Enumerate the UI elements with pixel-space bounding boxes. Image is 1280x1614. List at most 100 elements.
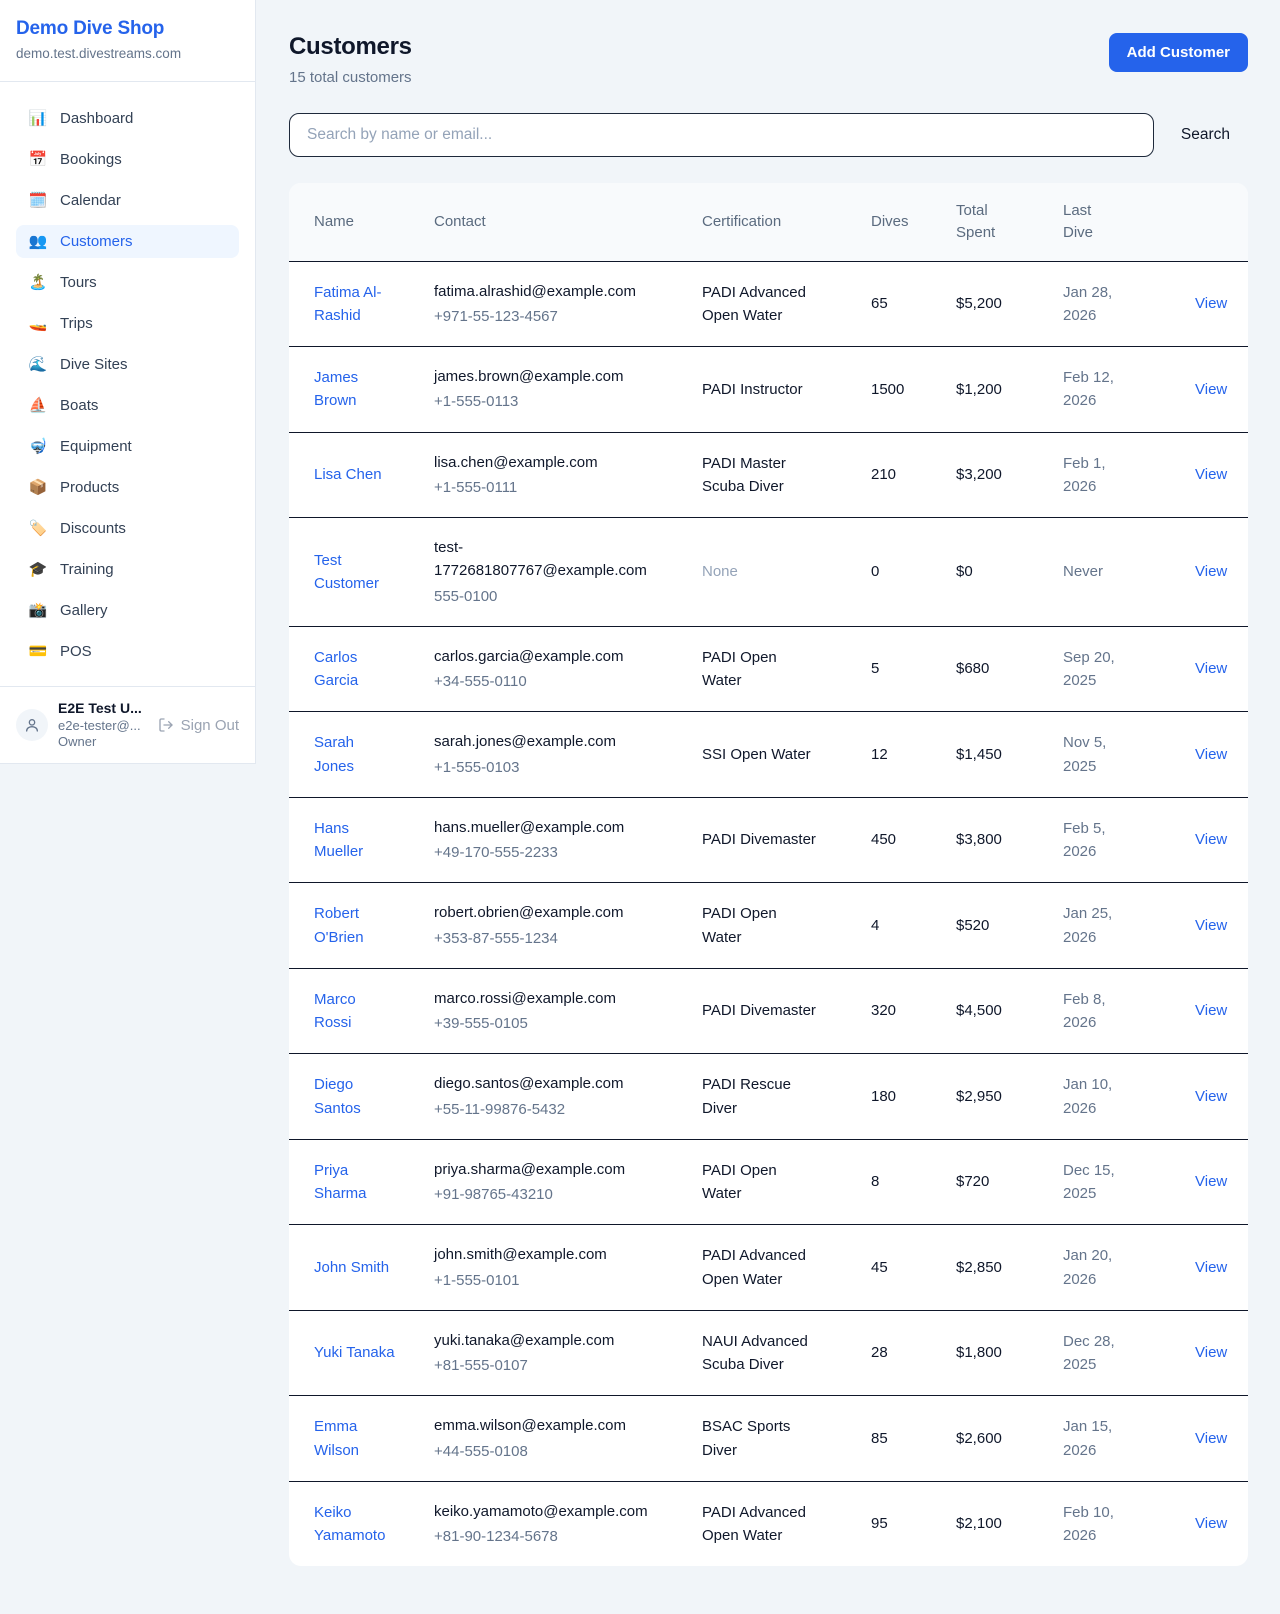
sidebar-item-tours[interactable]: 🏝️ Tours (16, 266, 239, 299)
user-role: Owner (58, 733, 97, 749)
person-icon (26, 719, 38, 732)
customer-contact-cell: john.smith@example.com +1-555-0101 (434, 1224, 702, 1311)
customer-name-cell: Marco Rossi (289, 968, 434, 1055)
logout-icon (158, 718, 173, 732)
customer-name-link[interactable]: John Smith (314, 1258, 390, 1276)
page-header-text: Customers 15 total customers (289, 33, 412, 86)
view-customer-link[interactable]: View (1195, 660, 1228, 678)
customer-name-link[interactable]: Diego Santos (314, 1076, 361, 1117)
customer-count: 15 total customers (289, 69, 412, 86)
customer-name-cell: Keiko Yamamoto (289, 1481, 434, 1566)
customer-dives-cell: 0 (871, 517, 956, 627)
sidebar-item-pos[interactable]: 💳 POS (16, 635, 239, 668)
customer-name-link[interactable]: Keiko Yamamoto (314, 1503, 386, 1544)
customer-name-link[interactable]: Robert O'Brien (314, 905, 364, 946)
view-customer-link[interactable]: View (1195, 466, 1228, 484)
customer-name-link[interactable]: Lisa Chen (314, 466, 382, 484)
customer-name-link[interactable]: James Brown (314, 369, 359, 410)
view-customer-link[interactable]: View (1195, 1429, 1228, 1447)
customer-last-dive-cell: Jan 25, 2026 (1063, 882, 1170, 969)
view-customer-link[interactable]: View (1195, 1002, 1228, 1020)
customer-view-cell: View (1170, 261, 1248, 347)
customer-email: john.smith@example.com (434, 1246, 607, 1264)
island-icon: 🏝️ (28, 274, 48, 291)
search-button[interactable]: Search (1181, 126, 1248, 144)
sidebar-item-boats[interactable]: ⛵ Boats (16, 389, 239, 422)
customer-name-link[interactable]: Hans Mueller (314, 819, 364, 860)
customer-name-link[interactable]: Fatima Al-Rashid (314, 283, 382, 324)
sidebar-item-customers[interactable]: 👥 Customers (16, 225, 239, 258)
sidebar-item-equipment[interactable]: 🤿 Equipment (16, 430, 239, 463)
search-input[interactable] (289, 113, 1154, 157)
view-customer-link[interactable]: View (1195, 916, 1228, 934)
customer-dives-cell: 45 (871, 1224, 956, 1311)
sidebar-item-products[interactable]: 📦 Products (16, 471, 239, 504)
view-customer-link[interactable]: View (1195, 1087, 1228, 1105)
view-customer-link[interactable]: View (1195, 1344, 1228, 1362)
customer-email: hans.mueller@example.com (434, 818, 625, 836)
sidebar-item-bookings[interactable]: 📅 Bookings (16, 143, 239, 176)
view-customer-link[interactable]: View (1195, 745, 1228, 763)
view-customer-link[interactable]: View (1195, 831, 1228, 849)
customer-phone: +91-98765-43210 (434, 1186, 553, 1203)
shop-name: Demo Dive Shop (16, 18, 165, 39)
customer-total-spent-cell: $2,950 (956, 1053, 1063, 1140)
customer-certification-cell: PADI Divemaster (702, 968, 871, 1055)
customer-certification-cell: PADI Advanced Open Water (702, 261, 871, 347)
sidebar-item-label: Dive Sites (60, 356, 128, 373)
sidebar-nav: 📊 Dashboard 📅 Bookings 🗓️ Calendar 👥 Customers 🏝… (0, 81, 255, 686)
customer-total-spent-cell: $4,500 (956, 968, 1063, 1055)
sidebar-item-discounts[interactable]: 🏷️ Discounts (16, 512, 239, 545)
customer-name-link[interactable]: Marco Rossi (314, 990, 356, 1031)
customer-contact-cell: test-1772681807767@example.com 555-0100 (434, 517, 702, 627)
customer-email: diego.santos@example.com (434, 1075, 624, 1093)
sidebar-item-dashboard[interactable]: 📊 Dashboard (16, 102, 239, 135)
customer-contact-cell: james.brown@example.com +1-555-0113 (434, 346, 702, 433)
customer-contact-cell: lisa.chen@example.com +1-555-0111 (434, 432, 702, 518)
sidebar-item-gallery[interactable]: 📸 Gallery (16, 594, 239, 627)
view-customer-link[interactable]: View (1195, 295, 1228, 313)
view-customer-link[interactable]: View (1195, 1258, 1228, 1276)
customer-contact-cell: robert.obrien@example.com +353-87-555-123… (434, 882, 702, 969)
view-customer-link[interactable]: View (1195, 1515, 1228, 1533)
customer-name-link[interactable]: Test Customer (314, 551, 380, 592)
bar-chart-icon: 📊 (28, 110, 48, 127)
customer-certification-cell: PADI Rescue Diver (702, 1053, 871, 1140)
sidebar-item-calendar[interactable]: 🗓️ Calendar (16, 184, 239, 217)
customer-contact-cell: emma.wilson@example.com +44-555-0108 (434, 1395, 702, 1482)
customer-contact-cell: marco.rossi@example.com +39-555-0105 (434, 968, 702, 1055)
customer-name-cell: Yuki Tanaka (289, 1310, 434, 1397)
customer-name-link[interactable]: Yuki Tanaka (314, 1344, 395, 1362)
customer-total-spent-cell: $1,450 (956, 711, 1063, 798)
customer-name-cell: Lisa Chen (289, 432, 434, 518)
customer-name-cell: Robert O'Brien (289, 882, 434, 969)
customer-email: priya.sharma@example.com (434, 1160, 626, 1178)
table-row: Priya Sharma priya.sharma@example.com +91-… (289, 1139, 1248, 1226)
customer-total-spent-cell: $3,800 (956, 797, 1063, 884)
sidebar-item-trips[interactable]: 🚤 Trips (16, 307, 239, 340)
sign-out-button[interactable]: Sign Out (158, 717, 239, 734)
customer-email: keiko.yamamoto@example.com (434, 1502, 648, 1520)
customer-last-dive-cell: Feb 10, 2026 (1063, 1503, 1114, 1544)
customer-view-cell: View (1170, 346, 1248, 433)
customer-dives-cell: 5 (871, 626, 956, 713)
view-customer-link[interactable]: View (1195, 1173, 1228, 1191)
customer-name-link[interactable]: Emma Wilson (314, 1418, 360, 1459)
customer-name-link[interactable]: Carlos Garcia (314, 648, 359, 689)
view-customer-link[interactable]: View (1195, 563, 1228, 581)
column-header-name: Name (289, 183, 434, 262)
sidebar-item-dive-sites[interactable]: 🌊 Dive Sites (16, 348, 239, 381)
customer-name-link[interactable]: Priya Sharma (314, 1161, 367, 1202)
view-customer-link[interactable]: View (1195, 380, 1228, 398)
user-name: E2E Test U... (58, 700, 142, 716)
table-row: Diego Santos diego.santos@example.com +55-… (289, 1053, 1248, 1140)
customer-phone: +44-555-0108 (434, 1442, 528, 1460)
sidebar-item-training[interactable]: 🎓 Training (16, 553, 239, 586)
add-customer-button[interactable]: Add Customer (1108, 33, 1248, 72)
user-email: e2e-tester@... (58, 717, 141, 733)
customer-phone: +81-90-1234-5678 (434, 1528, 558, 1545)
customer-name-link[interactable]: Sarah Jones (314, 734, 355, 775)
customer-total-spent-cell: $3,200 (956, 432, 1063, 518)
customer-name-cell: James Brown (289, 346, 434, 433)
shop-domain: demo.test.divestreams.com (16, 46, 182, 61)
